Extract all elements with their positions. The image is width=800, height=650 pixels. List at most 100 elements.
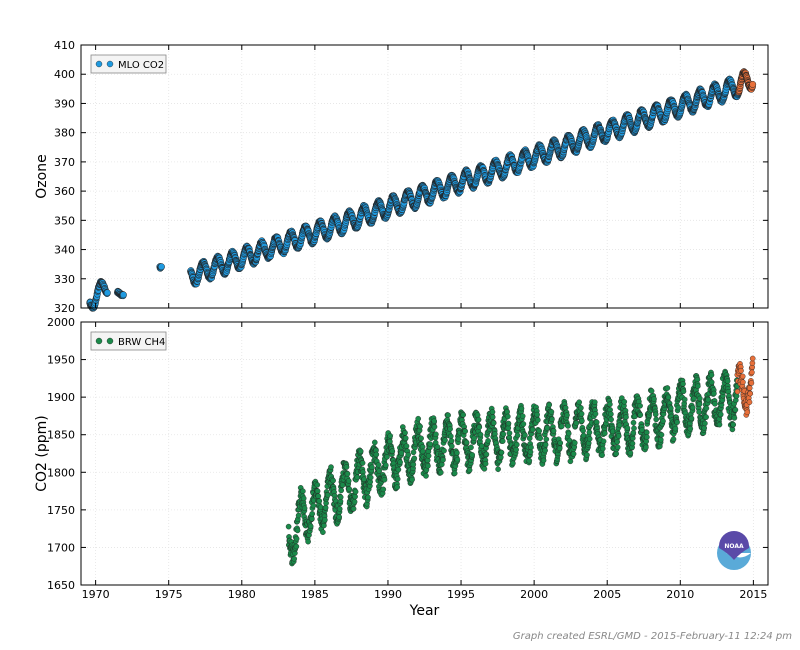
- y-tick-label: 370: [54, 156, 75, 169]
- legend: BRW CH4: [90, 331, 167, 351]
- data-point: [345, 478, 352, 484]
- noaa-logo: NOAA: [717, 531, 751, 570]
- data-point: [651, 396, 657, 402]
- data-point: [398, 450, 405, 456]
- data-point: [405, 451, 412, 458]
- data-point: [681, 396, 688, 403]
- legend-label: BRW CH4: [118, 337, 165, 348]
- data-point: [376, 468, 383, 474]
- data-point: [381, 476, 388, 483]
- data-point: [708, 372, 715, 378]
- data-point: [350, 505, 357, 512]
- data-point: [468, 444, 474, 451]
- data-point: [599, 452, 605, 458]
- data-point: [505, 420, 512, 427]
- data-point: [519, 413, 526, 419]
- chart-panel-1: 320 330 340 350 360 370 380 390 400 410 Ozone MLO C…: [34, 39, 769, 315]
- data-point: [337, 494, 344, 501]
- data-point: [448, 438, 455, 444]
- data-point: [615, 433, 622, 439]
- data-point: [608, 416, 614, 423]
- data-point: [534, 411, 540, 418]
- data-point: [481, 465, 488, 472]
- data-point: [711, 390, 717, 397]
- data-point: [629, 440, 636, 447]
- data-point: [352, 493, 358, 500]
- data-point: [543, 436, 550, 443]
- data-point: [749, 80, 757, 88]
- data-point: [602, 430, 608, 437]
- data-point: [344, 470, 351, 477]
- x-tick-label: 1970: [82, 588, 110, 601]
- data-point: [536, 428, 543, 434]
- data-point: [417, 423, 423, 430]
- data-point: [578, 410, 585, 417]
- legend-label: MLO CO2: [118, 60, 164, 71]
- data-point: [352, 488, 359, 495]
- data-point: [425, 452, 432, 459]
- data-point: [330, 477, 336, 484]
- data-point: [324, 492, 331, 498]
- y-axis-label: Ozone: [34, 154, 50, 198]
- data-point: [409, 476, 415, 483]
- data-point: [687, 425, 694, 432]
- data-point: [442, 437, 448, 444]
- credit-text: Graph created ESRL/GMD - 2015-February-1…: [512, 631, 792, 642]
- data-point: [522, 432, 528, 439]
- data-point: [410, 449, 417, 456]
- data-point: [410, 461, 417, 468]
- data-point: [738, 367, 744, 374]
- data-point: [322, 504, 329, 511]
- data-point: [542, 441, 549, 448]
- data-point: [500, 431, 507, 438]
- x-tick-label: 1990: [374, 588, 402, 601]
- data-point: [680, 381, 686, 387]
- data-point: [643, 444, 649, 451]
- y-tick-label: 360: [54, 185, 75, 198]
- data-point: [653, 416, 660, 423]
- data-point: [565, 430, 572, 437]
- data-point: [586, 429, 593, 436]
- data-point: [322, 517, 328, 523]
- data-point: [103, 289, 111, 297]
- data-point: [418, 435, 424, 442]
- data-point: [448, 443, 455, 450]
- data-point: [627, 450, 634, 456]
- data-point: [702, 420, 708, 427]
- data-point: [744, 409, 751, 416]
- data-point: [614, 438, 621, 445]
- data-point: [637, 402, 643, 409]
- data-point: [658, 436, 664, 443]
- data-point: [637, 412, 644, 418]
- data-point: [660, 418, 666, 424]
- data-point: [730, 421, 737, 428]
- data-point: [119, 291, 127, 299]
- data-point: [664, 385, 671, 391]
- data-point: [616, 422, 623, 429]
- y-tick-label: 1850: [47, 429, 75, 442]
- data-point: [359, 460, 366, 466]
- data-point: [336, 506, 343, 512]
- data-points: [285, 355, 756, 567]
- data-point: [558, 423, 565, 430]
- data-point: [749, 355, 756, 362]
- data-point: [395, 466, 402, 473]
- data-point: [672, 425, 679, 432]
- data-point: [578, 405, 584, 411]
- data-point: [565, 423, 571, 429]
- data-point: [528, 444, 534, 451]
- data-point: [592, 399, 598, 406]
- data-point: [285, 523, 292, 530]
- legend: MLO CO2: [90, 54, 167, 74]
- data-point: [513, 446, 519, 453]
- data-point: [624, 425, 631, 431]
- data-point: [734, 388, 741, 395]
- data-point: [305, 538, 311, 545]
- data-point: [310, 502, 317, 509]
- data-point: [694, 376, 701, 383]
- data-point: [434, 443, 441, 450]
- data-point: [382, 462, 389, 469]
- data-point: [614, 444, 621, 451]
- data-point: [573, 420, 580, 427]
